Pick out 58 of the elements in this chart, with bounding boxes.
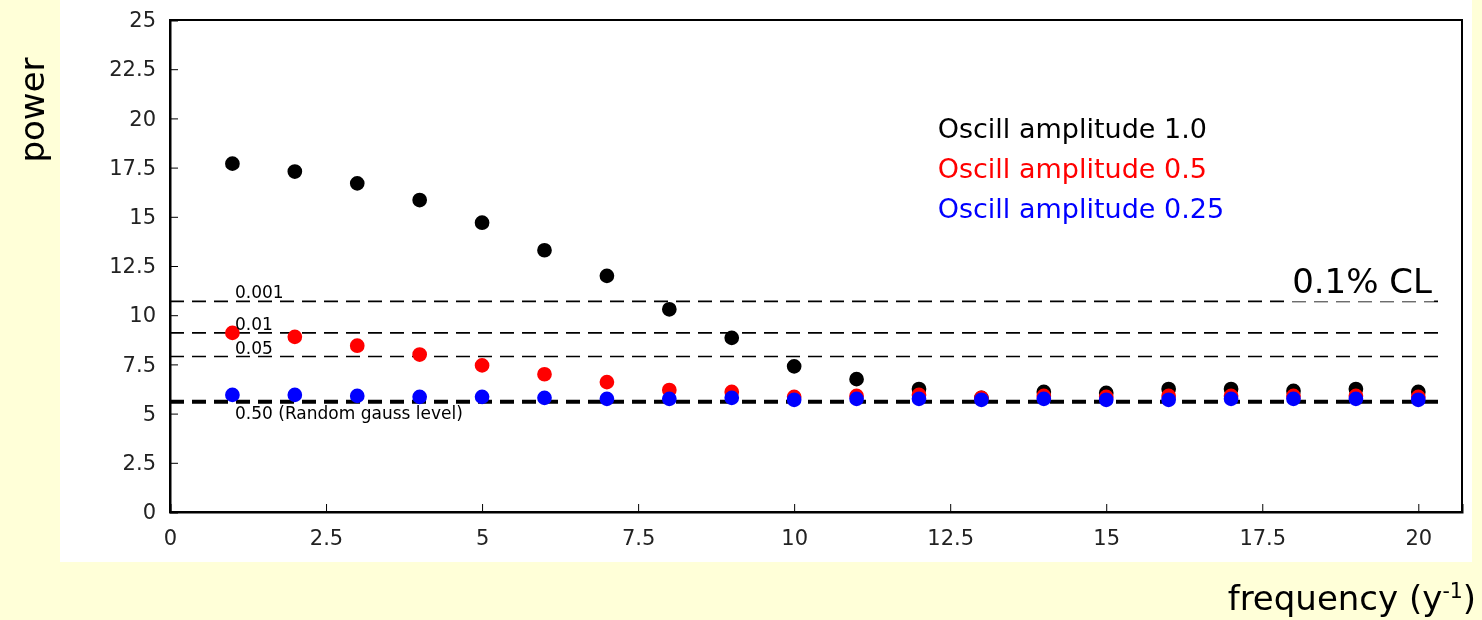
x-tick-label: 15 (1093, 525, 1121, 550)
point (474, 215, 490, 231)
y-tick-label: 25 (129, 8, 156, 33)
point (911, 391, 927, 407)
x-tick-label: 17.5 (1239, 525, 1287, 550)
x-tick-label: 20 (1405, 525, 1433, 550)
y-tick-label: 2.5 (122, 451, 156, 476)
point (537, 242, 552, 258)
y-tick-label: 15 (129, 205, 156, 230)
point (287, 387, 303, 403)
text: Oscill amplitude 0.25 (937, 193, 1225, 225)
point (287, 164, 303, 179)
x-tick-label: 5 (475, 525, 490, 550)
x-tick-label: 2.5 (309, 525, 344, 550)
point (599, 268, 615, 284)
point (661, 301, 677, 317)
point (474, 389, 490, 405)
point (1161, 392, 1176, 408)
point (349, 388, 365, 404)
point (474, 358, 490, 373)
point (786, 359, 802, 374)
point (537, 390, 552, 406)
text: Oscill amplitude 0.5 (937, 153, 1207, 185)
y-tick-label: 20 (129, 106, 156, 131)
annotation: 0.05 (235, 337, 273, 358)
y-tick-label: 12.5 (109, 254, 156, 279)
point (225, 387, 240, 403)
point (349, 338, 365, 354)
x-axis-title: frequency (y$^{-1}$) (1227, 578, 1476, 618)
point (599, 374, 615, 390)
point (349, 176, 365, 191)
point (412, 389, 428, 405)
point (412, 347, 428, 362)
text: Oscill amplitude 1.0 (937, 113, 1207, 145)
x-tick-label: 12.5 (927, 525, 975, 550)
point (537, 366, 552, 382)
y-tick-label: 7.5 (122, 352, 156, 377)
point (412, 192, 428, 208)
point (661, 391, 677, 407)
point (287, 329, 303, 345)
point (724, 390, 740, 406)
x-tick-label: 0 (163, 525, 178, 550)
y-tick-label: 0 (142, 500, 156, 525)
point (599, 391, 615, 407)
x-tick-label: 10 (781, 525, 809, 550)
annotation: 0.1% CL (1292, 261, 1433, 302)
y-tick-label: 5 (142, 401, 156, 426)
y-axis-title: power (12, 57, 52, 163)
annotation: 0.01 (235, 313, 273, 334)
y-tick-label: 22.5 (109, 57, 156, 82)
point (724, 330, 740, 346)
annotation: 0.50 (Random gauss level) (235, 402, 463, 423)
annotation: 0.001 (235, 282, 284, 303)
y-tick-label: 17.5 (109, 155, 156, 180)
point (849, 371, 864, 387)
x-tick-label: 7.5 (621, 525, 656, 550)
point (225, 156, 240, 172)
y-tick-label: 10 (129, 303, 156, 328)
